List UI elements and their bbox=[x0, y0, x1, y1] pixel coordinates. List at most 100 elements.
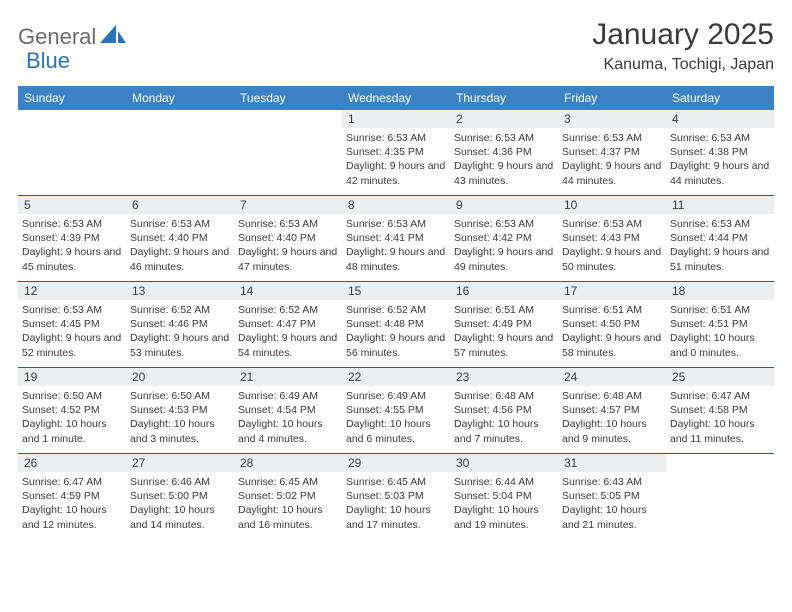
day-details: Sunrise: 6:51 AMSunset: 4:51 PMDaylight:… bbox=[670, 303, 770, 360]
day-details: Sunrise: 6:45 AMSunset: 5:02 PMDaylight:… bbox=[238, 475, 338, 532]
brand-sail-icon bbox=[100, 25, 126, 50]
day-number: 13 bbox=[126, 282, 234, 300]
day-details: Sunrise: 6:53 AMSunset: 4:44 PMDaylight:… bbox=[670, 217, 770, 274]
calendar-cell: 5 Sunrise: 6:53 AMSunset: 4:39 PMDaylight… bbox=[18, 196, 126, 282]
day-number: 29 bbox=[342, 454, 450, 472]
day-details: Sunrise: 6:49 AMSunset: 4:54 PMDaylight:… bbox=[238, 389, 338, 446]
calendar-cell: 13 Sunrise: 6:52 AMSunset: 4:46 PMDayligh… bbox=[126, 282, 234, 368]
day-number: 18 bbox=[666, 282, 774, 300]
weekday-header: Wednesday bbox=[342, 86, 450, 110]
weekday-header-row: Sunday Monday Tuesday Wednesday Thursday… bbox=[18, 86, 774, 110]
day-number: 30 bbox=[450, 454, 558, 472]
day-number: 2 bbox=[450, 110, 558, 128]
calendar-cell: 29 Sunrise: 6:45 AMSunset: 5:03 PMDayligh… bbox=[342, 454, 450, 540]
weekday-header: Saturday bbox=[666, 86, 774, 110]
calendar-cell: 31Sunrise: 6:43 AMSunset: 5:05 PMDayligh… bbox=[558, 454, 666, 540]
calendar-cell: 6 Sunrise: 6:53 AMSunset: 4:40 PMDaylight… bbox=[126, 196, 234, 282]
day-details: Sunrise: 6:45 AMSunset: 5:03 PMDaylight:… bbox=[346, 475, 446, 532]
calendar-table: Sunday Monday Tuesday Wednesday Thursday… bbox=[18, 86, 774, 540]
calendar-cell: 2 Sunrise: 6:53 AMSunset: 4:36 PMDaylight… bbox=[450, 110, 558, 196]
day-details: Sunrise: 6:48 AMSunset: 4:57 PMDaylight:… bbox=[562, 389, 662, 446]
calendar-cell: 4 Sunrise: 6:53 AMSunset: 4:38 PMDaylight… bbox=[666, 110, 774, 196]
calendar-cell: 1 Sunrise: 6:53 AMSunset: 4:35 PMDaylight… bbox=[342, 110, 450, 196]
location-text: Kanuma, Tochigi, Japan bbox=[592, 56, 774, 74]
day-details: Sunrise: 6:53 AMSunset: 4:36 PMDaylight:… bbox=[454, 131, 554, 188]
day-number: 10 bbox=[558, 196, 666, 214]
calendar-cell: 10 Sunrise: 6:53 AMSunset: 4:43 PMDayligh… bbox=[558, 196, 666, 282]
calendar-cell: 14Sunrise: 6:52 AMSunset: 4:47 PMDayligh… bbox=[234, 282, 342, 368]
day-details: Sunrise: 6:53 AMSunset: 4:38 PMDaylight:… bbox=[670, 131, 770, 188]
brand-logo: General bbox=[18, 24, 128, 50]
calendar-cell: 27 Sunrise: 6:46 AMSunset: 5:00 PMDayligh… bbox=[126, 454, 234, 540]
calendar-cell: 23 Sunrise: 6:48 AMSunset: 4:56 PMDayligh… bbox=[450, 368, 558, 454]
calendar-cell: 11Sunrise: 6:53 AMSunset: 4:44 PMDayligh… bbox=[666, 196, 774, 282]
weekday-header: Thursday bbox=[450, 86, 558, 110]
day-details: Sunrise: 6:53 AMSunset: 4:42 PMDaylight:… bbox=[454, 217, 554, 274]
day-details: Sunrise: 6:47 AMSunset: 4:58 PMDaylight:… bbox=[670, 389, 770, 446]
day-details: Sunrise: 6:53 AMSunset: 4:40 PMDaylight:… bbox=[130, 217, 230, 274]
day-number: 27 bbox=[126, 454, 234, 472]
day-details: Sunrise: 6:53 AMSunset: 4:41 PMDaylight:… bbox=[346, 217, 446, 274]
page-header: General January 2025 Kanuma, Tochigi, Ja… bbox=[18, 18, 774, 74]
title-block: January 2025 Kanuma, Tochigi, Japan bbox=[592, 18, 774, 74]
day-details: Sunrise: 6:53 AMSunset: 4:45 PMDaylight:… bbox=[22, 303, 122, 360]
day-number: 19 bbox=[18, 368, 126, 386]
calendar-cell: 24 Sunrise: 6:48 AMSunset: 4:57 PMDayligh… bbox=[558, 368, 666, 454]
calendar-cell: 19 Sunrise: 6:50 AMSunset: 4:52 PMDayligh… bbox=[18, 368, 126, 454]
day-number: 15 bbox=[342, 282, 450, 300]
day-number: 24 bbox=[558, 368, 666, 386]
day-details: Sunrise: 6:49 AMSunset: 4:55 PMDaylight:… bbox=[346, 389, 446, 446]
calendar-cell: 15 Sunrise: 6:52 AMSunset: 4:48 PMDayligh… bbox=[342, 282, 450, 368]
brand-text-blue: Blue bbox=[26, 48, 70, 74]
calendar-cell: 28 Sunrise: 6:45 AMSunset: 5:02 PMDayligh… bbox=[234, 454, 342, 540]
weekday-header: Monday bbox=[126, 86, 234, 110]
month-title: January 2025 bbox=[592, 18, 774, 52]
day-number: 28 bbox=[234, 454, 342, 472]
calendar-cell bbox=[666, 454, 774, 540]
day-number: 22 bbox=[342, 368, 450, 386]
calendar-cell: 7 Sunrise: 6:53 AMSunset: 4:40 PMDaylight… bbox=[234, 196, 342, 282]
calendar-cell: 12 Sunrise: 6:53 AMSunset: 4:45 PMDayligh… bbox=[18, 282, 126, 368]
day-number: 5 bbox=[18, 196, 126, 214]
day-details: Sunrise: 6:53 AMSunset: 4:40 PMDaylight:… bbox=[238, 217, 338, 274]
calendar-week-row: 26Sunrise: 6:47 AMSunset: 4:59 PMDayligh… bbox=[18, 454, 774, 540]
day-number: 9 bbox=[450, 196, 558, 214]
calendar-cell: 3Sunrise: 6:53 AMSunset: 4:37 PMDaylight… bbox=[558, 110, 666, 196]
calendar-week-row: 12 Sunrise: 6:53 AMSunset: 4:45 PMDayligh… bbox=[18, 282, 774, 368]
weekday-header: Tuesday bbox=[234, 86, 342, 110]
calendar-cell: 17Sunrise: 6:51 AMSunset: 4:50 PMDayligh… bbox=[558, 282, 666, 368]
day-details: Sunrise: 6:50 AMSunset: 4:52 PMDaylight:… bbox=[22, 389, 122, 446]
day-details: Sunrise: 6:52 AMSunset: 4:46 PMDaylight:… bbox=[130, 303, 230, 360]
day-details: Sunrise: 6:52 AMSunset: 4:48 PMDaylight:… bbox=[346, 303, 446, 360]
day-details: Sunrise: 6:53 AMSunset: 4:39 PMDaylight:… bbox=[22, 217, 122, 274]
day-number: 8 bbox=[342, 196, 450, 214]
day-number: 21 bbox=[234, 368, 342, 386]
calendar-cell: 21 Sunrise: 6:49 AMSunset: 4:54 PMDayligh… bbox=[234, 368, 342, 454]
day-number: 4 bbox=[666, 110, 774, 128]
calendar-cell: 16Sunrise: 6:51 AMSunset: 4:49 PMDayligh… bbox=[450, 282, 558, 368]
weekday-header: Friday bbox=[558, 86, 666, 110]
day-number: 1 bbox=[342, 110, 450, 128]
calendar-cell bbox=[126, 110, 234, 196]
day-details: Sunrise: 6:47 AMSunset: 4:59 PMDaylight:… bbox=[22, 475, 122, 532]
day-details: Sunrise: 6:53 AMSunset: 4:43 PMDaylight:… bbox=[562, 217, 662, 274]
day-details: Sunrise: 6:48 AMSunset: 4:56 PMDaylight:… bbox=[454, 389, 554, 446]
day-number: 7 bbox=[234, 196, 342, 214]
day-number: 23 bbox=[450, 368, 558, 386]
calendar-cell: 22 Sunrise: 6:49 AMSunset: 4:55 PMDayligh… bbox=[342, 368, 450, 454]
calendar-cell: 18 Sunrise: 6:51 AMSunset: 4:51 PMDayligh… bbox=[666, 282, 774, 368]
day-number: 12 bbox=[18, 282, 126, 300]
day-details: Sunrise: 6:53 AMSunset: 4:35 PMDaylight:… bbox=[346, 131, 446, 188]
brand-text-general: General bbox=[18, 24, 96, 50]
calendar-week-row: 1 Sunrise: 6:53 AMSunset: 4:35 PMDaylight… bbox=[18, 110, 774, 196]
day-number: 6 bbox=[126, 196, 234, 214]
day-number: 31 bbox=[558, 454, 666, 472]
day-details: Sunrise: 6:46 AMSunset: 5:00 PMDaylight:… bbox=[130, 475, 230, 532]
day-details: Sunrise: 6:52 AMSunset: 4:47 PMDaylight:… bbox=[238, 303, 338, 360]
day-number: 17 bbox=[558, 282, 666, 300]
day-details: Sunrise: 6:50 AMSunset: 4:53 PMDaylight:… bbox=[130, 389, 230, 446]
calendar-week-row: 5 Sunrise: 6:53 AMSunset: 4:39 PMDaylight… bbox=[18, 196, 774, 282]
day-details: Sunrise: 6:51 AMSunset: 4:49 PMDaylight:… bbox=[454, 303, 554, 360]
calendar-cell: 8 Sunrise: 6:53 AMSunset: 4:41 PMDaylight… bbox=[342, 196, 450, 282]
calendar-cell bbox=[18, 110, 126, 196]
